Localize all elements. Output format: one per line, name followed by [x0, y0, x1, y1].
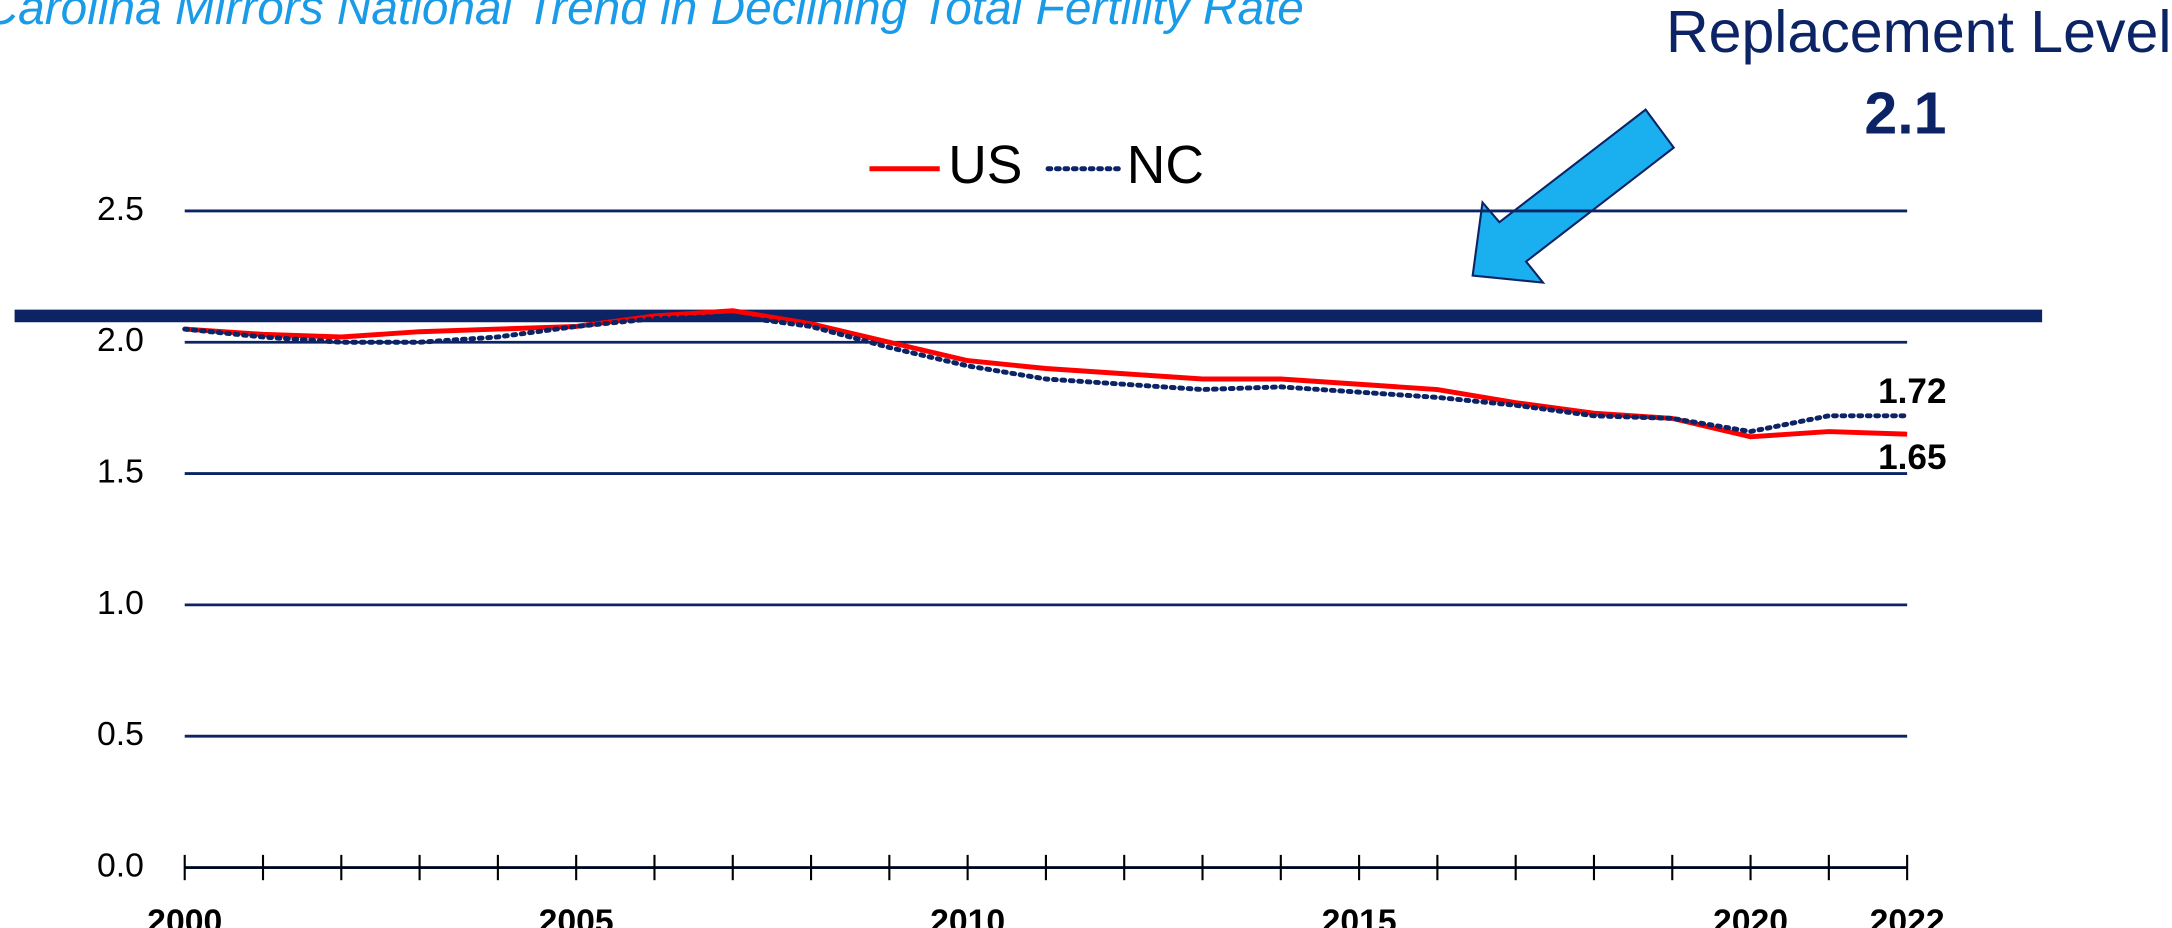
chart-title: Carolina Mirrors National Trend in Decli…	[0, 0, 1304, 35]
x-tick-label: 2015	[1322, 903, 1397, 928]
y-tick-label: 0.0	[97, 846, 144, 884]
legend-label: US	[948, 136, 1022, 195]
y-tick-label: 1.5	[97, 452, 144, 490]
x-tick-label: 2005	[539, 903, 614, 928]
y-tick-label: 2.5	[97, 190, 144, 228]
x-tick-label: 2010	[930, 903, 1005, 928]
y-tick-label: 2.0	[97, 321, 144, 359]
data-label: 1.72	[1878, 372, 1946, 411]
y-tick-label: 0.5	[97, 715, 144, 753]
x-tick-label: 2020	[1713, 903, 1788, 928]
line-series	[182, 313, 1910, 435]
x-tick-label: 2000	[147, 903, 222, 928]
annotation-value: 2.1	[1864, 81, 1946, 147]
y-tick-label: 1.0	[97, 584, 144, 622]
data-label: 1.65	[1878, 438, 1946, 477]
arrow	[1471, 108, 1676, 284]
annotation-label: Replacement Level	[1666, 0, 2171, 65]
x-tick-label: 2022	[1870, 903, 1945, 928]
legend-label: NC	[1127, 136, 1204, 195]
